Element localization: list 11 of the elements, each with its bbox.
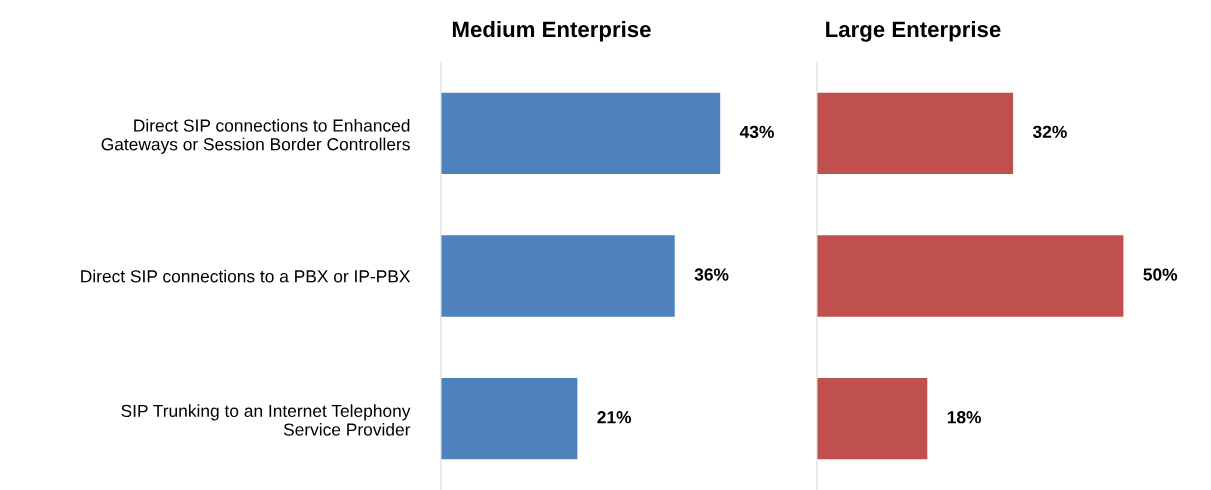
y-tick-label: Direct SIP connections to Enhanced Gateways or Session Border Controllers <box>101 118 410 154</box>
data-label: 43% <box>739 125 774 139</box>
chart-title: Large Enterprise <box>826 20 1001 42</box>
y-tick-label: Direct SIP connections to a PBX or IP-PBX <box>81 269 411 283</box>
data-label: 32% <box>1032 125 1067 139</box>
data-label: 21% <box>597 411 632 424</box>
data-label: 50% <box>1143 268 1178 281</box>
y-tick-label: SIP Trunking to an Internet Telephony Service Provider <box>121 404 411 436</box>
data-label: 36% <box>694 268 729 281</box>
data-label: 18% <box>947 411 982 424</box>
chart-title: Medium Enterprise <box>452 20 651 42</box>
